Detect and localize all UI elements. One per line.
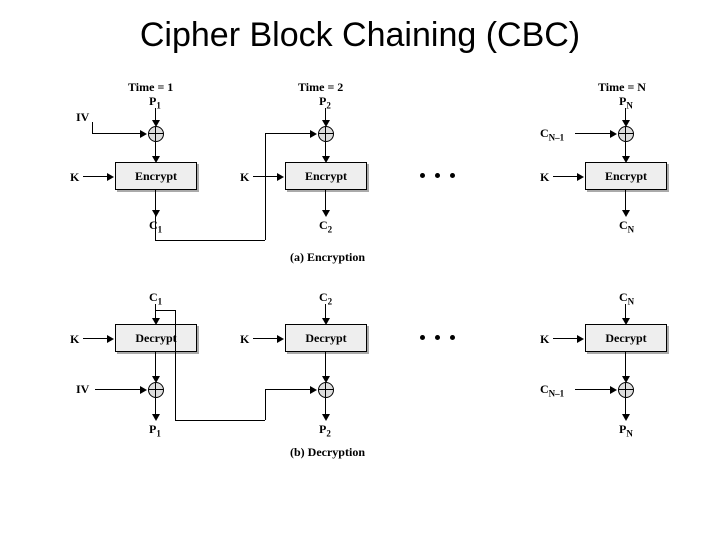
arrow (610, 130, 617, 138)
cn-dec-label: CN (619, 290, 634, 306)
line (83, 176, 109, 177)
encrypt-box-2: Encrypt (285, 162, 367, 190)
line (265, 133, 312, 134)
line (83, 338, 109, 339)
line (575, 389, 612, 390)
arrow (322, 414, 330, 421)
caption-encryption: (a) Encryption (290, 250, 365, 265)
arrow (322, 210, 330, 217)
xor-icon (148, 126, 164, 142)
line (553, 338, 579, 339)
k-enc-2: K (240, 170, 249, 185)
line (553, 176, 579, 177)
line (265, 389, 312, 390)
arrow (107, 335, 114, 343)
time-n-label: Time = N (598, 80, 646, 95)
line (575, 133, 612, 134)
encrypt-box-n: Encrypt (585, 162, 667, 190)
arrow (577, 335, 584, 343)
xor-icon (318, 126, 334, 142)
line (175, 310, 176, 420)
time-2-label: Time = 2 (298, 80, 343, 95)
line (155, 352, 156, 378)
arrow (622, 210, 630, 217)
c2-enc-label: C2 (319, 218, 332, 234)
xor-icon (148, 382, 164, 398)
arrow (152, 414, 160, 421)
xor-icon (318, 382, 334, 398)
line (155, 310, 175, 311)
decrypt-box-2: Decrypt (285, 324, 367, 352)
iv-enc-label: IV (76, 110, 89, 125)
arrow (310, 130, 317, 138)
line (175, 420, 265, 421)
k-dec-1: K (70, 332, 79, 347)
arrow (610, 386, 617, 394)
cn-enc-label: CN (619, 218, 634, 234)
arrow (577, 173, 584, 181)
xor-icon (618, 126, 634, 142)
pn-dec-label: PN (619, 422, 633, 438)
cnm1-dec-label: CN–1 (540, 382, 564, 398)
p2-dec-label: P2 (319, 422, 331, 438)
arrow (107, 173, 114, 181)
page-title: Cipher Block Chaining (CBC) (0, 16, 720, 55)
decrypt-box-1: Decrypt (115, 324, 197, 352)
k-enc-1: K (70, 170, 79, 185)
arrow (140, 130, 147, 138)
line (92, 133, 142, 134)
k-enc-n: K (540, 170, 549, 185)
k-dec-n: K (540, 332, 549, 347)
cbc-diagram: Time = 1 Time = 2 Time = N P1 P2 PN IV C… (30, 80, 690, 520)
line (95, 389, 142, 390)
k-dec-2: K (240, 332, 249, 347)
encrypt-box-1: Encrypt (115, 162, 197, 190)
arrow (277, 335, 284, 343)
line (325, 190, 326, 212)
line (265, 133, 266, 240)
c1-enc-label: C1 (149, 218, 162, 234)
iv-dec-label: IV (76, 382, 89, 397)
ellipsis-icon (420, 173, 455, 178)
ellipsis-icon (420, 335, 455, 340)
line (625, 352, 626, 378)
line (265, 389, 266, 420)
arrow (622, 414, 630, 421)
arrow (310, 386, 317, 394)
xor-icon (618, 382, 634, 398)
caption-decryption: (b) Decryption (290, 445, 365, 460)
p1-dec-label: P1 (149, 422, 161, 438)
line (253, 176, 279, 177)
cnm1-enc-label: CN–1 (540, 126, 564, 142)
line (325, 352, 326, 378)
arrow (277, 173, 284, 181)
decrypt-box-n: Decrypt (585, 324, 667, 352)
line (625, 190, 626, 212)
arrow (140, 386, 147, 394)
time-1-label: Time = 1 (128, 80, 173, 95)
line (253, 338, 279, 339)
line (155, 240, 265, 241)
